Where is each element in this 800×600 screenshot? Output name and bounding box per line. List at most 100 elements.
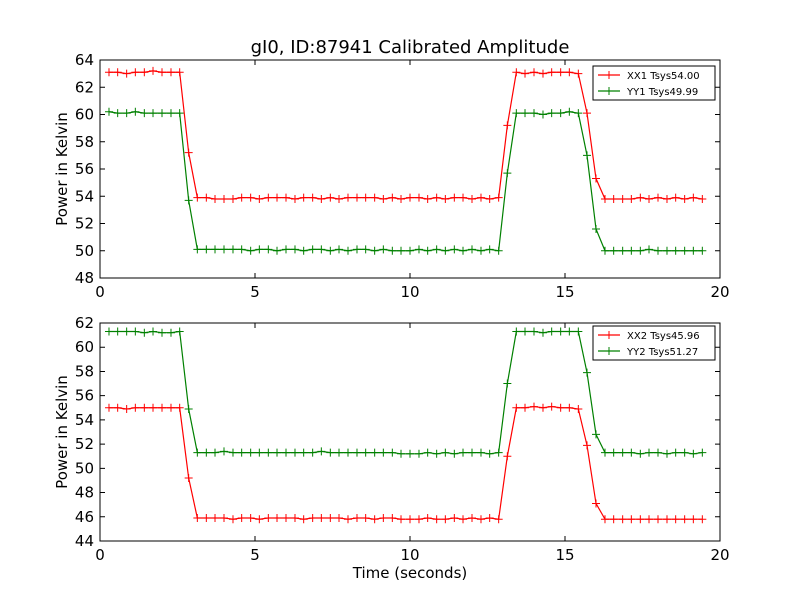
data-point-marker [547, 327, 556, 336]
data-point-marker [627, 194, 636, 203]
data-point-marker [290, 194, 299, 203]
y-tick-label: 48 [75, 269, 94, 287]
y-tick-label: 50 [75, 242, 94, 260]
data-point-marker [193, 513, 202, 522]
legend-marker-swatch [605, 71, 613, 79]
y-axis-label: Power in Kelvin [53, 112, 71, 226]
data-point-marker [645, 515, 654, 524]
data-point-marker [184, 196, 193, 205]
data-point-marker [414, 245, 423, 254]
data-point-marker [547, 68, 556, 77]
y-tick-label: 52 [75, 435, 94, 453]
y-tick-label: 60 [75, 338, 94, 356]
data-point-marker [273, 448, 282, 457]
data-point-marker [530, 327, 538, 336]
data-point-marker [158, 68, 166, 77]
y-tick-label: 64 [75, 51, 94, 69]
data-point-marker [512, 403, 521, 412]
data-point-marker [459, 448, 468, 457]
data-point-marker [538, 110, 547, 119]
data-point-marker [175, 109, 184, 118]
data-point-marker [432, 515, 441, 524]
data-point-marker [379, 245, 388, 254]
y-tick-label: 54 [75, 411, 94, 429]
data-point-marker [441, 515, 450, 524]
y-tick-label: 54 [75, 187, 94, 205]
data-point-marker [299, 246, 308, 255]
data-point-marker [131, 403, 140, 412]
data-point-marker [308, 513, 317, 522]
data-point-marker [521, 109, 530, 118]
data-point-marker [264, 513, 273, 522]
x-tick-label: 5 [250, 546, 260, 564]
legend-label: XX2 Tsys45.96 [627, 331, 700, 342]
data-point-marker [370, 448, 379, 457]
data-point-marker [406, 193, 414, 202]
series-0-group [104, 66, 707, 203]
data-point-marker [166, 68, 175, 77]
legend-label: YY2 Tsys51.27 [626, 347, 698, 358]
y-tick-label: 48 [75, 484, 94, 502]
data-point-marker [158, 109, 166, 118]
data-point-marker [698, 246, 707, 255]
data-point-marker [627, 246, 636, 255]
data-point-marker [361, 448, 370, 457]
data-point-marker [459, 246, 468, 255]
data-point-marker [237, 193, 246, 202]
data-point-marker [609, 448, 618, 457]
data-point-marker [264, 245, 273, 254]
data-point-marker [654, 448, 662, 457]
data-point-marker [450, 513, 459, 522]
legend-label: YY1 Tsys49.99 [626, 87, 698, 98]
data-point-marker [344, 448, 352, 457]
data-point-marker [627, 515, 636, 524]
data-point-marker [397, 246, 406, 255]
data-point-marker [636, 515, 645, 524]
data-point-marker [662, 246, 671, 255]
data-point-marker [326, 193, 335, 202]
data-point-marker [184, 148, 193, 157]
data-point-marker [609, 515, 618, 524]
data-point-marker [397, 449, 406, 458]
data-point-marker [122, 69, 131, 78]
data-point-marker [583, 109, 592, 118]
y-tick-label: 56 [75, 387, 94, 405]
data-point-marker [352, 513, 361, 522]
x-tick-label: 0 [95, 283, 105, 301]
data-point-marker [494, 246, 503, 255]
data-point-marker [193, 193, 202, 202]
data-point-marker [104, 68, 113, 77]
data-point-marker [158, 328, 166, 337]
data-point-marker [565, 68, 574, 77]
data-point-marker [299, 193, 308, 202]
data-point-marker [344, 193, 352, 202]
data-point-marker [308, 448, 317, 457]
data-point-marker [574, 327, 583, 336]
data-point-marker [282, 193, 290, 202]
data-point-marker [290, 448, 299, 457]
data-point-marker [600, 194, 609, 203]
data-point-marker [538, 328, 547, 337]
top-subplot: 0 5 10 15 20 48 50 52 54 56 58 60 62 64 Power in Kelvi… [53, 51, 730, 301]
legend-box [592, 325, 716, 361]
data-point-marker [361, 193, 370, 202]
data-point-marker [220, 513, 228, 522]
data-point-marker [406, 449, 414, 458]
data-point-marker [228, 448, 237, 457]
data-point-marker [494, 515, 503, 524]
data-point-marker [237, 513, 246, 522]
data-point-marker [645, 245, 654, 254]
x-tick-label: 10 [400, 546, 419, 564]
y-tick-label: 52 [75, 215, 94, 233]
data-point-marker [264, 448, 273, 457]
data-point-marker [689, 193, 698, 202]
data-point-marker [290, 513, 299, 522]
data-point-marker [485, 449, 494, 458]
data-point-marker [654, 515, 662, 524]
data-point-marker [423, 246, 432, 255]
data-point-marker [326, 246, 335, 255]
x-tick-label: 10 [400, 283, 419, 301]
data-point-marker [414, 193, 423, 202]
data-point-marker [485, 513, 494, 522]
data-point-marker [476, 246, 485, 255]
